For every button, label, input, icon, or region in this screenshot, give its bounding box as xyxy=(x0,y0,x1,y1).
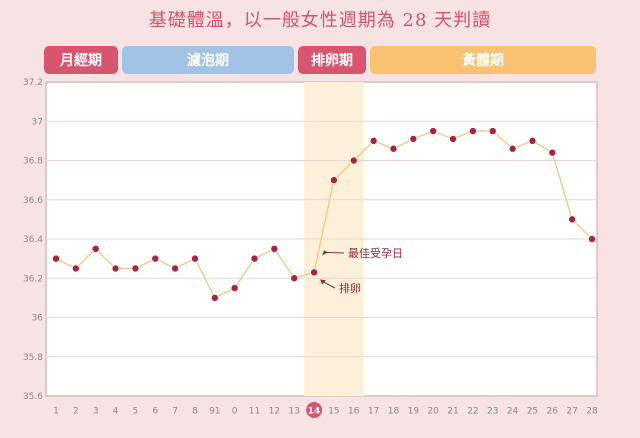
data-point xyxy=(71,264,80,273)
x-tick-label: 1 xyxy=(53,407,59,417)
data-point xyxy=(528,136,537,145)
y-tick-label: 36.2 xyxy=(23,274,43,284)
data-point xyxy=(468,127,477,136)
x-tick-label: 14 xyxy=(308,407,321,417)
data-point xyxy=(230,284,239,293)
x-tick-label: 26 xyxy=(547,407,559,417)
x-tick-label: 15 xyxy=(328,407,339,417)
data-point xyxy=(52,254,61,263)
y-tick-label: 36.8 xyxy=(23,157,43,167)
x-tick-label: 3 xyxy=(93,407,99,417)
data-point xyxy=(409,134,418,143)
y-tick-label: 37 xyxy=(32,117,43,127)
temperature-line xyxy=(55,130,593,299)
data-point xyxy=(151,254,160,263)
data-point xyxy=(508,144,517,153)
data-point xyxy=(210,293,219,302)
x-tick-label: 24 xyxy=(507,407,519,417)
phase-follicular: 濾泡期 xyxy=(122,46,294,74)
y-axis: 35.6 35.8 36 36.2 36.4 36.6 36.8 37 37.2 xyxy=(23,78,43,402)
arrow-head xyxy=(322,250,329,256)
x-tick-label: 22 xyxy=(467,407,478,417)
x-tick-label: 25 xyxy=(527,407,538,417)
gridlines xyxy=(46,120,597,358)
annotation-best-conception: 最佳受孕日 xyxy=(348,246,403,260)
annotation-ovulation: 排卵 xyxy=(339,281,361,295)
x-tick-label: 19 xyxy=(408,407,420,417)
x-tick-label: 12 xyxy=(269,407,280,417)
data-point xyxy=(290,274,299,283)
x-tick-label: 20 xyxy=(427,407,439,417)
data-point xyxy=(270,244,279,253)
data-point xyxy=(389,144,398,153)
phase-menstrual: 月經期 xyxy=(44,46,118,74)
data-point xyxy=(111,264,120,273)
x-tick-label: 6 xyxy=(152,407,158,417)
x-tick-label: 21 xyxy=(447,407,458,417)
y-tick-label: 36.4 xyxy=(23,235,43,245)
data-point xyxy=(190,254,199,263)
x-tick-label: 16 xyxy=(348,407,360,417)
annotation-arrow xyxy=(321,280,336,289)
x-tick-label: 13 xyxy=(288,407,299,417)
highlight-tick-marker xyxy=(306,402,323,418)
x-tick-label: 0 xyxy=(232,407,238,417)
x-tick-label: 18 xyxy=(388,407,400,417)
data-point xyxy=(429,127,438,136)
arrow-head xyxy=(320,279,327,285)
data-point xyxy=(250,254,259,263)
chart-title: 基礎體溫，以一般女性週期為 28 天判讀 xyxy=(148,10,492,31)
data-point xyxy=(171,264,180,273)
data-point xyxy=(91,244,100,253)
data-point xyxy=(588,234,597,243)
x-tick-label: 28 xyxy=(586,407,598,417)
x-tick-label: 5 xyxy=(133,407,139,417)
data-point xyxy=(449,134,458,143)
x-tick-label: 11 xyxy=(249,407,260,417)
x-tick-label: 23 xyxy=(487,407,498,417)
phase-ovulation: 排卵期 xyxy=(298,46,366,74)
y-tick-label: 36.6 xyxy=(23,196,43,206)
data-point xyxy=(131,264,140,273)
phase-luteal: 黃體期 xyxy=(370,46,596,74)
y-tick-label: 37.2 xyxy=(23,78,43,88)
data-point xyxy=(369,136,378,145)
y-tick-label: 35.8 xyxy=(23,353,43,363)
y-tick-label: 35.6 xyxy=(23,392,43,402)
x-axis: 1 2 3 4 5 6 7 8 91 0 11 12 13 14 15 16 17 18 19 20 21 22 23 24 2… xyxy=(53,402,598,418)
x-tick-label: 91 xyxy=(209,407,220,417)
data-point xyxy=(349,156,358,165)
temperature-points xyxy=(52,127,597,302)
x-tick-label: 8 xyxy=(192,407,198,417)
y-tick-label: 36 xyxy=(32,314,44,324)
data-point xyxy=(548,148,557,157)
x-tick-label: 27 xyxy=(566,407,577,417)
x-tick-label: 17 xyxy=(368,407,379,417)
data-point xyxy=(310,268,319,277)
data-point xyxy=(329,176,338,185)
x-tick-label: 7 xyxy=(172,407,178,417)
x-tick-label: 2 xyxy=(73,407,79,417)
data-point xyxy=(488,127,497,136)
data-point xyxy=(568,215,577,224)
x-tick-label: 4 xyxy=(113,407,119,417)
